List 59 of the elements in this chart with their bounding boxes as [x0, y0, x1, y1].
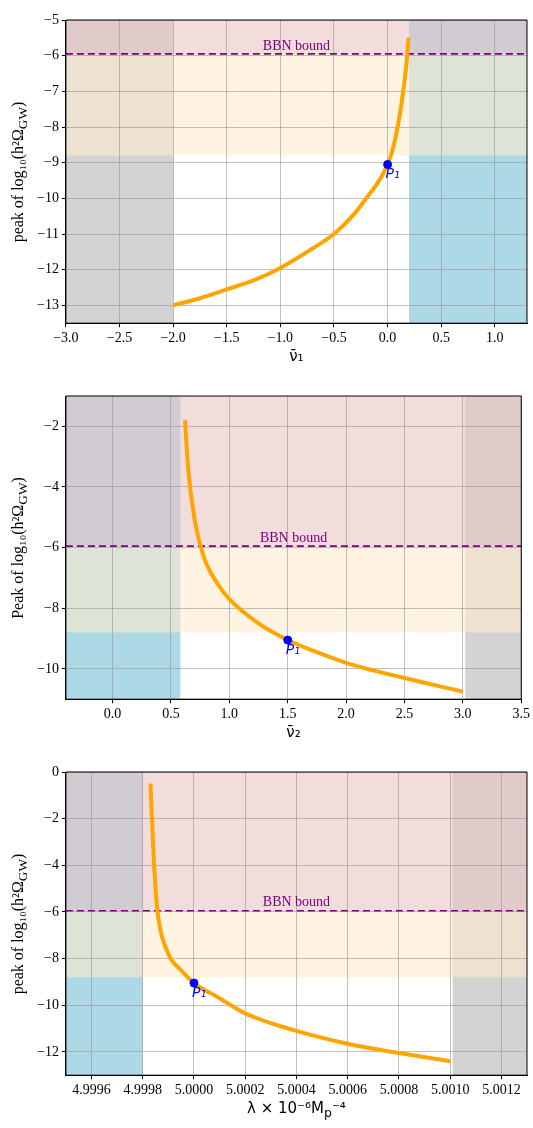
- x-tick-label: 5.0002: [225, 1082, 265, 1098]
- y-tick-label: −5: [43, 11, 59, 27]
- x-tick-label: 2.0: [337, 706, 355, 722]
- x-tick-label: −2.5: [106, 330, 133, 346]
- x-tick-label: 0.5: [162, 706, 180, 722]
- x-tick-label: 0.0: [378, 330, 397, 346]
- y-tick-label: −8: [43, 118, 59, 134]
- x-tick-label: −2.0: [160, 330, 186, 346]
- y-tick-label: −12: [36, 261, 59, 277]
- x-tick-label: 5.0000: [174, 1082, 214, 1098]
- x-tick-label: −3.0: [53, 330, 79, 346]
- x-tick-label: 4.9998: [123, 1082, 162, 1098]
- y-tick-label: −8: [43, 599, 59, 615]
- y-tick-label: −11: [37, 225, 59, 241]
- x-tick-label: 1.0: [220, 706, 239, 722]
- x-tick-label: 0.0: [103, 706, 122, 722]
- line-series: [171, 35, 411, 308]
- x-tick-label: −1.0: [267, 330, 294, 346]
- y-tick-label: −7: [43, 83, 59, 99]
- x-tick-label: −0.5: [321, 330, 347, 346]
- x-axis-title: ν̄₂: [286, 723, 301, 742]
- x-tick-label: 1.5: [278, 706, 297, 722]
- x-tick-label: 5.0010: [430, 1082, 470, 1098]
- y-tick-label: −6: [43, 47, 59, 63]
- x-tick-label: 3.0: [454, 706, 472, 722]
- x-axis-title: λ × 10⁻⁶M$_{p}$⁻⁴: [247, 1099, 346, 1121]
- y-tick-label: −10: [36, 660, 59, 676]
- y-tick-label: −10: [36, 996, 59, 1012]
- x-tick-label: 1.0: [486, 330, 504, 346]
- y-tick-label: −2: [43, 417, 59, 433]
- y-tick-label: −4: [43, 478, 59, 494]
- y-tick-label: −6: [43, 539, 59, 555]
- ref-line-label: BBN bound: [259, 529, 328, 545]
- y-tick-label: −9: [43, 154, 59, 170]
- y-tick-label: −12: [36, 1043, 59, 1059]
- y-tick-label: −6: [43, 903, 59, 919]
- ref-line-label: BBN bound: [262, 894, 331, 910]
- annotation: P₁: [385, 165, 400, 182]
- annotation: P₁: [285, 640, 300, 657]
- ref-line-label: BBN bound: [262, 37, 331, 53]
- x-tick-label: 0.5: [432, 330, 450, 346]
- y-tick-label: −4: [43, 856, 59, 872]
- y-tick-label: −2: [43, 810, 59, 826]
- x-tick-label: −1.5: [214, 330, 240, 346]
- annotation: P₁: [191, 983, 207, 1000]
- x-tick-label: 5.0008: [379, 1082, 419, 1098]
- y-tick-label: −13: [36, 297, 59, 313]
- x-tick-label: 4.9996: [72, 1082, 111, 1098]
- x-tick-label: 5.0006: [328, 1082, 367, 1098]
- y-tick-label: 0: [51, 763, 59, 779]
- x-axis-title: ν̄₁: [289, 347, 304, 366]
- x-tick-label: 5.0004: [277, 1082, 316, 1098]
- line-series: [148, 781, 453, 1064]
- x-tick-label: 5.0012: [482, 1082, 521, 1098]
- x-tick-label: 3.5: [512, 706, 530, 722]
- y-tick-label: −8: [43, 950, 59, 966]
- line-series: [182, 418, 465, 694]
- x-tick-label: 2.5: [395, 706, 414, 722]
- y-tick-label: −10: [36, 190, 59, 206]
